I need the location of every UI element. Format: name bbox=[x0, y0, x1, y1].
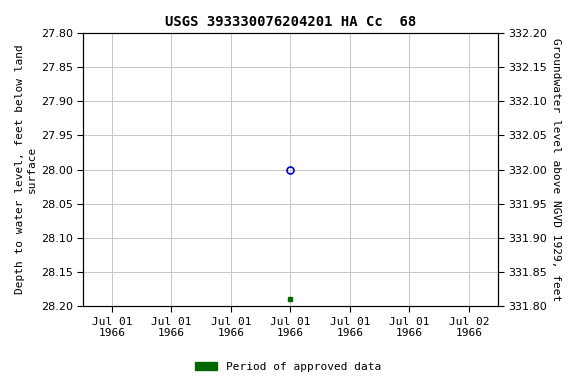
Legend: Period of approved data: Period of approved data bbox=[191, 358, 385, 377]
Y-axis label: Groundwater level above NGVD 1929, feet: Groundwater level above NGVD 1929, feet bbox=[551, 38, 561, 301]
Y-axis label: Depth to water level, feet below land
surface: Depth to water level, feet below land su… bbox=[15, 45, 37, 295]
Title: USGS 393330076204201 HA Cc  68: USGS 393330076204201 HA Cc 68 bbox=[165, 15, 416, 29]
